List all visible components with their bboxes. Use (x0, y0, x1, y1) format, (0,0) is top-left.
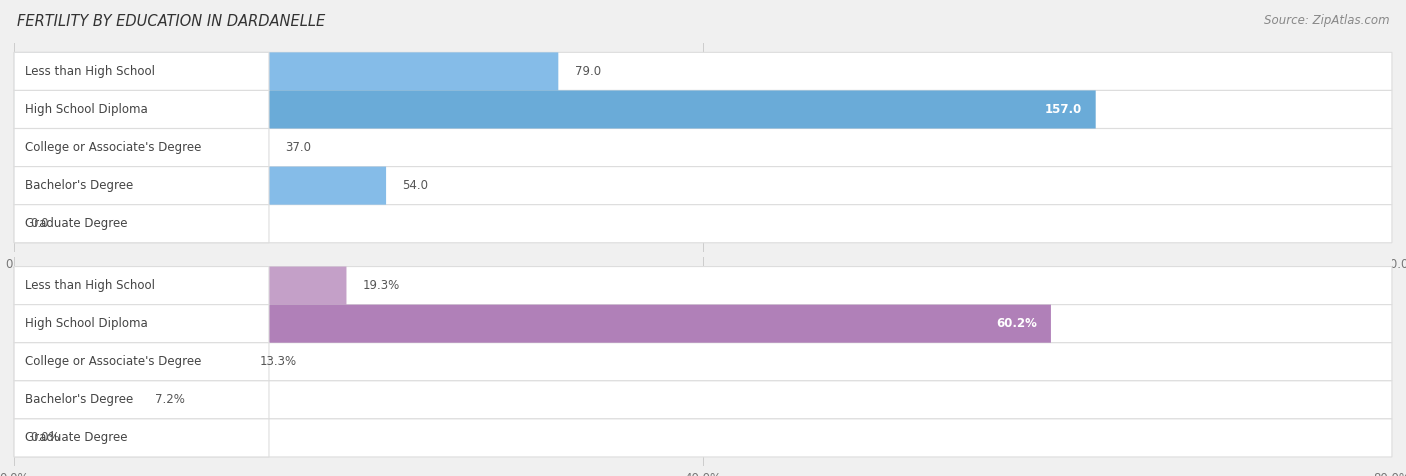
FancyBboxPatch shape (14, 90, 269, 129)
FancyBboxPatch shape (14, 305, 269, 343)
FancyBboxPatch shape (14, 381, 1392, 419)
FancyBboxPatch shape (14, 167, 387, 205)
FancyBboxPatch shape (14, 205, 1392, 243)
FancyBboxPatch shape (14, 343, 243, 381)
Text: 37.0: 37.0 (285, 141, 312, 154)
Text: 157.0: 157.0 (1045, 103, 1083, 116)
Text: Less than High School: Less than High School (25, 65, 155, 78)
Text: High School Diploma: High School Diploma (25, 317, 148, 330)
Text: 19.3%: 19.3% (363, 279, 401, 292)
Text: College or Associate's Degree: College or Associate's Degree (25, 141, 201, 154)
Text: FERTILITY BY EDUCATION IN DARDANELLE: FERTILITY BY EDUCATION IN DARDANELLE (17, 14, 325, 30)
FancyBboxPatch shape (14, 343, 269, 381)
Text: Less than High School: Less than High School (25, 279, 155, 292)
Text: 7.2%: 7.2% (155, 393, 184, 407)
FancyBboxPatch shape (14, 267, 346, 305)
FancyBboxPatch shape (14, 381, 269, 419)
FancyBboxPatch shape (14, 129, 269, 167)
FancyBboxPatch shape (14, 52, 1392, 90)
FancyBboxPatch shape (14, 419, 269, 457)
FancyBboxPatch shape (14, 419, 1392, 457)
Text: Bachelor's Degree: Bachelor's Degree (25, 179, 134, 192)
Text: 79.0: 79.0 (575, 65, 600, 78)
Text: 13.3%: 13.3% (260, 355, 297, 368)
FancyBboxPatch shape (14, 167, 269, 205)
FancyBboxPatch shape (14, 267, 269, 305)
FancyBboxPatch shape (14, 129, 1392, 167)
Text: 0.0: 0.0 (31, 217, 49, 230)
FancyBboxPatch shape (14, 52, 558, 90)
FancyBboxPatch shape (14, 343, 1392, 381)
Text: 60.2%: 60.2% (997, 317, 1038, 330)
FancyBboxPatch shape (14, 267, 1392, 305)
FancyBboxPatch shape (14, 90, 1095, 129)
Text: College or Associate's Degree: College or Associate's Degree (25, 355, 201, 368)
FancyBboxPatch shape (14, 167, 1392, 205)
FancyBboxPatch shape (14, 305, 1392, 343)
FancyBboxPatch shape (14, 52, 269, 90)
Text: 0.0%: 0.0% (31, 431, 60, 445)
Text: 54.0: 54.0 (402, 179, 429, 192)
Text: Bachelor's Degree: Bachelor's Degree (25, 393, 134, 407)
FancyBboxPatch shape (14, 90, 1392, 129)
FancyBboxPatch shape (14, 381, 138, 419)
Text: High School Diploma: High School Diploma (25, 103, 148, 116)
FancyBboxPatch shape (14, 129, 269, 167)
FancyBboxPatch shape (14, 205, 269, 243)
Text: Source: ZipAtlas.com: Source: ZipAtlas.com (1264, 14, 1389, 27)
Text: Graduate Degree: Graduate Degree (25, 217, 128, 230)
Text: Graduate Degree: Graduate Degree (25, 431, 128, 445)
FancyBboxPatch shape (14, 305, 1050, 343)
